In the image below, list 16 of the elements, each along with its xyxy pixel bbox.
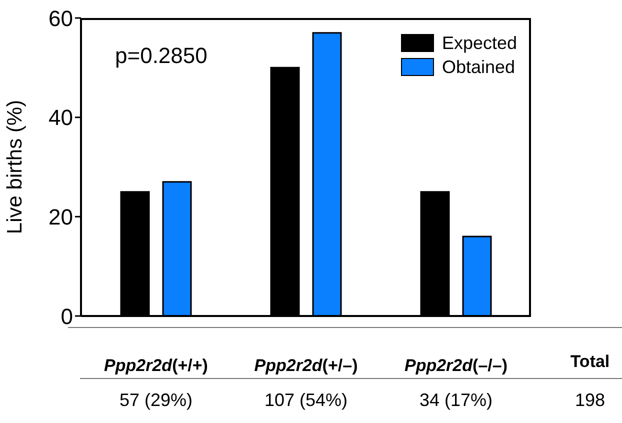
y-axis-title: Live births (%) (3, 100, 26, 234)
text: 107 (54%) (263, 390, 349, 411)
x-tick-label: Ppp2r2d(–/–) (404, 356, 508, 375)
text: 198 (574, 390, 606, 411)
y-tick-label: 60 (48, 6, 73, 31)
x-tick-label: Ppp2r2d(+/+) (104, 356, 208, 375)
x-tick-label: Ppp2r2d(+/–) (254, 356, 358, 375)
legend-label: Obtained (442, 56, 515, 78)
y-tick-label: 0 (60, 304, 73, 329)
text: Total (569, 352, 611, 372)
legend-label: Expected (442, 32, 517, 54)
y-tick-label: 40 (48, 105, 73, 130)
text: 57 (29%) (118, 390, 194, 411)
text: 34 (17%) (418, 390, 494, 411)
y-tick-label: 20 (48, 204, 73, 230)
annotation: p=0.2850 (115, 43, 208, 69)
